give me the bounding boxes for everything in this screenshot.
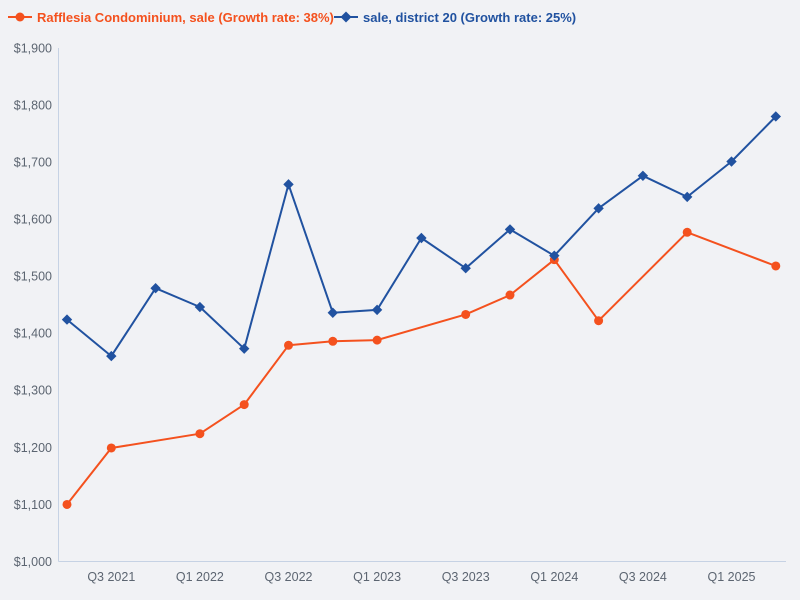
data-point-marker (239, 343, 250, 354)
x-tick-label: Q3 2023 (442, 570, 490, 584)
data-point-marker (726, 156, 737, 167)
data-point-marker (284, 340, 293, 350)
data-point-marker (593, 203, 604, 214)
data-point-marker (106, 350, 117, 362)
y-tick-label: $1,800 (14, 98, 52, 112)
data-point-marker (549, 250, 560, 261)
data-point-marker (150, 283, 161, 294)
data-point-marker (505, 290, 515, 300)
legend-label-district-20: sale, district 20 (Growth rate: 25%) (363, 9, 577, 25)
data-point-marker (106, 443, 116, 453)
x-tick-label: Q1 2024 (530, 570, 578, 584)
legend-label-rafflesia-condominium: Rafflesia Condominium, sale (Growth rate… (37, 9, 334, 25)
data-point-marker (416, 232, 427, 244)
series-line-0 (66, 231, 777, 506)
data-point-marker (328, 336, 338, 346)
line-circle-marker-icon (8, 12, 32, 22)
data-point-marker (372, 335, 382, 345)
data-point-marker (371, 304, 383, 316)
data-point-marker (239, 400, 249, 410)
y-tick-label: $1,400 (14, 327, 52, 341)
legend-item-district-20[interactable]: sale, district 20 (Growth rate: 25%) (334, 6, 576, 28)
x-tick-label: Q3 2024 (619, 570, 667, 584)
data-point-marker (594, 316, 604, 326)
y-tick-label: $1,000 (14, 555, 52, 569)
data-point-marker (61, 314, 73, 325)
x-tick-label: Q3 2021 (87, 570, 135, 584)
x-tick-label: Q1 2023 (353, 570, 401, 584)
y-tick-label: $1,700 (14, 155, 52, 169)
x-tick-label: Q1 2022 (176, 570, 224, 584)
data-point-marker (327, 307, 338, 318)
y-tick-label: $1,900 (14, 41, 52, 55)
data-point-marker (461, 309, 471, 319)
data-point-marker (637, 170, 649, 182)
data-point-marker (460, 263, 471, 274)
data-point-marker (283, 179, 294, 190)
y-tick-label: $1,300 (14, 384, 52, 398)
y-tick-label: $1,500 (14, 270, 52, 284)
data-point-marker (195, 429, 205, 439)
legend-item-rafflesia-condominium[interactable]: Rafflesia Condominium, sale (Growth rate… (8, 6, 334, 28)
data-point-marker (194, 301, 206, 313)
data-point-marker (682, 227, 692, 237)
data-point-marker (682, 191, 693, 203)
y-tick-label: $1,100 (14, 498, 52, 512)
y-tick-label: $1,200 (14, 441, 52, 455)
data-point-marker (504, 224, 516, 235)
data-point-marker (770, 111, 781, 122)
x-tick-label: Q3 2022 (265, 570, 313, 584)
line-diamond-marker-icon (334, 11, 358, 23)
data-point-marker (62, 499, 72, 509)
data-point-marker (771, 261, 781, 271)
legend: Rafflesia Condominium, sale (Growth rate… (0, 6, 800, 30)
x-tick-label: Q1 2025 (708, 570, 756, 584)
y-tick-label: $1,600 (14, 213, 52, 227)
